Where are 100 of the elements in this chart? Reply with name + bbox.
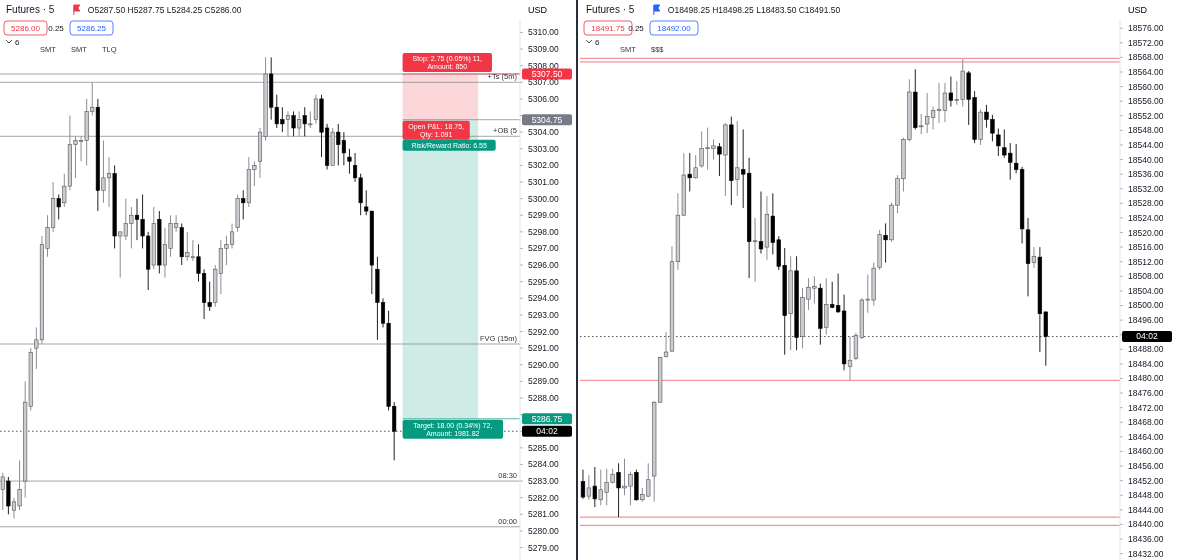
- candlestick: [996, 128, 1001, 157]
- y-tick-label: 5292.00: [528, 326, 559, 337]
- candlestick: [291, 110, 296, 137]
- y-tick-label: 5284.00: [528, 459, 559, 470]
- candlestick: [824, 277, 829, 336]
- candlestick: [735, 120, 740, 197]
- y-tick-label: 5303.00: [528, 143, 559, 154]
- candlestick: [297, 110, 302, 137]
- annotation: 0.25: [48, 24, 65, 33]
- y-tick-label: 18572.00: [1128, 37, 1164, 48]
- y-tick-label: 18476.00: [1128, 388, 1164, 399]
- candlestick: [883, 222, 888, 264]
- y-tick-label: 5285.00: [528, 442, 559, 453]
- y-tick-label: 5307.00: [528, 77, 559, 88]
- chart-title: Futures · 5: [6, 4, 55, 15]
- y-tick-label: 5291.00: [528, 343, 559, 354]
- y-tick-label: 5310.00: [528, 27, 559, 38]
- annotation: 5286.00: [11, 24, 41, 33]
- text: 04:02: [536, 426, 558, 437]
- y-tick-label: 18540.00: [1128, 154, 1164, 165]
- y-tick-label: 18432.00: [1128, 548, 1164, 559]
- y-tick-label: 5293.00: [528, 309, 559, 320]
- y-tick-label: 18444.00: [1128, 504, 1164, 515]
- y-tick-label: 5295.00: [528, 276, 559, 287]
- y-tick-label: 18568.00: [1128, 52, 1164, 63]
- y-tick-label: 5297.00: [528, 243, 559, 254]
- y-tick-label: 18468.00: [1128, 417, 1164, 428]
- ref-line-label: 5286.75: [531, 413, 563, 424]
- y-tick-label: 5308.00: [528, 60, 559, 71]
- y-tick-label: 18516.00: [1128, 242, 1164, 253]
- y-tick-label: 18488.00: [1128, 344, 1164, 355]
- y-tick-label: 5289.00: [528, 376, 559, 387]
- y-tick-label: 18460.00: [1128, 446, 1164, 457]
- candlestick: [313, 94, 318, 125]
- candlestick: [847, 336, 853, 381]
- y-tick-label: 18544.00: [1128, 139, 1164, 150]
- y-tick-label: 18520.00: [1128, 227, 1164, 238]
- y-tick-label: 5279.00: [528, 542, 559, 553]
- y-tick-label: 18456.00: [1128, 461, 1164, 472]
- y-tick-label: 5294.00: [528, 293, 559, 304]
- y-tick-label: 5282.00: [528, 492, 559, 503]
- candlestick: [56, 193, 61, 220]
- y-tick-label: 5299.00: [528, 210, 559, 221]
- y-tick-label: 18484.00: [1128, 358, 1164, 369]
- ref-line-label: 5307.50: [531, 68, 563, 79]
- candlestick: [687, 152, 692, 192]
- annotation: 5286.25: [77, 24, 107, 33]
- candlestick: [1031, 246, 1037, 269]
- y-tick-label: 18436.00: [1128, 534, 1164, 544]
- candlestick: [919, 113, 924, 135]
- annotation: 6: [595, 38, 600, 47]
- y-tick-label: 18532.00: [1128, 183, 1164, 194]
- y-tick-label: 5290.00: [528, 359, 559, 370]
- candlestick: [948, 76, 954, 108]
- chart-title: Futures · 5: [586, 4, 635, 15]
- y-tick-label: 18536.00: [1128, 169, 1164, 180]
- y-tick-label: 18556.00: [1128, 96, 1164, 107]
- y-tick-label: 18500.00: [1128, 300, 1164, 311]
- candlestick: [241, 189, 246, 220]
- y-tick-label: 5300.00: [528, 193, 559, 204]
- y-tick-label: 18552.00: [1128, 110, 1164, 121]
- candlestick: [717, 142, 722, 177]
- y-tick-label: 18512.00: [1128, 256, 1164, 267]
- y-tick-label: 18548.00: [1128, 125, 1164, 136]
- y-tick-label: 5304.00: [528, 127, 559, 138]
- y-tick-label: 18464.00: [1128, 431, 1164, 442]
- y-tick-label: 5281.00: [528, 509, 559, 520]
- candlestick: [302, 106, 307, 137]
- y-tick-label: 18524.00: [1128, 212, 1164, 223]
- y-tick-label: 18560.00: [1128, 81, 1164, 92]
- candlestick: [285, 110, 290, 137]
- y-tick-label: 5302.00: [528, 160, 559, 171]
- candlestick: [0, 472, 5, 511]
- y-tick-label: 5288.00: [528, 392, 559, 403]
- annotation: 6: [15, 38, 20, 47]
- y-tick-label: 18452.00: [1128, 475, 1164, 486]
- y-tick-label: 5296.00: [528, 260, 559, 271]
- y-tick-label: 18564.00: [1128, 66, 1164, 77]
- y-tick-label: 5283.00: [528, 476, 559, 487]
- y-tick-label: 5309.00: [528, 44, 559, 55]
- chart-subtitle: O18498.25 H18498.25 L18483.50 C18491.50: [667, 5, 841, 15]
- text: 04:02: [1136, 331, 1158, 342]
- candlestick: [693, 154, 698, 180]
- y-tick-label: 18496.00: [1128, 315, 1164, 326]
- y-axis-title: USD: [528, 5, 548, 15]
- y-tick-label: 5306.00: [528, 93, 559, 104]
- y-tick-label: 18472.00: [1128, 402, 1164, 413]
- annotation: 18491.75: [591, 24, 626, 33]
- y-tick-label: 18504.00: [1128, 285, 1164, 296]
- candlestick: [592, 466, 597, 508]
- candlestick: [347, 148, 352, 175]
- annotation: 0.25: [628, 24, 645, 33]
- y-tick-label: 5280.00: [528, 525, 559, 536]
- y-tick-label: 18480.00: [1128, 373, 1164, 384]
- y-axis-title: USD: [1128, 5, 1148, 15]
- candlestick: [586, 474, 592, 501]
- chart-subtitle: O5287.50 H5287.75 L5284.25 C5286.00: [87, 5, 242, 15]
- y-tick-label: 18576.00: [1128, 23, 1164, 34]
- y-tick-label: 18528.00: [1128, 198, 1164, 209]
- annotation: 18492.00: [657, 24, 692, 33]
